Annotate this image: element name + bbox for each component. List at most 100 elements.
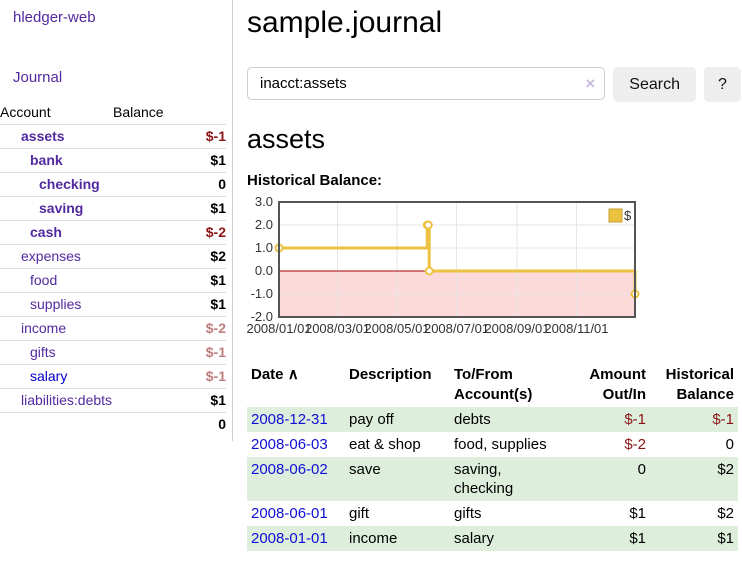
clear-search-icon[interactable]: × [585,74,596,93]
transaction-date-cell: 2008-12-31 [247,407,345,432]
account-row: checking 0 [0,172,226,197]
account-link[interactable]: liabilities:debts [21,392,113,408]
transaction-date-link[interactable]: 2008-12-31 [251,411,328,428]
account-balance: $-2 [113,220,226,245]
transaction-description: gift [349,505,370,522]
account-row: food $1 [0,268,226,293]
help-button[interactable]: ? [704,67,741,102]
search-button[interactable]: Search [613,67,696,102]
account-name-cell: food [0,268,113,293]
account-balance: $-1 [113,124,226,149]
account-name-cell: gifts [0,340,113,365]
transaction-row[interactable]: 2008-06-03 eat & shop food, supplies $-2 0 [247,432,738,457]
account-link[interactable]: food [30,272,58,288]
account-balance: $1 [113,388,226,413]
chart-ytick-label: -1.0 [251,286,273,301]
account-row: bank $1 [0,148,226,173]
sort-ascending-icon: ∧ [287,366,299,383]
account-name-cell: assets [0,124,113,149]
nav-journal-link[interactable]: Journal [13,69,63,86]
register-header-amount: Amount Out/In [589,366,646,403]
transaction-row[interactable]: 2008-12-31 pay off debts $-1 $-1 [247,407,738,432]
account-balance: $-1 [113,340,226,365]
account-heading: assets [247,124,326,154]
chart-ytick-label: -2.0 [251,309,273,324]
account-row: expenses $2 [0,244,226,269]
chart-border [278,201,636,318]
account-link[interactable]: income [21,320,67,336]
account-balance: $1 [113,292,226,317]
account-row: liabilities:debts $1 [0,388,226,413]
account-link[interactable]: salary [30,368,68,384]
transaction-accounts: food, supplies [454,436,547,453]
account-row: gifts $-1 [0,340,226,365]
register-header-balance: Historical Balance [665,366,734,403]
chart-ytick-label: 1.0 [255,240,273,255]
register-header-account: To/From Account(s) [454,366,533,403]
transaction-row[interactable]: 2008-06-02 save saving, checking 0 $2 [247,457,738,501]
account-balance: $1 [113,196,226,221]
sidebar: hledger-web Journal Account Balance asse… [0,0,233,441]
transaction-accounts: debts [454,411,491,428]
account-name-cell: salary [0,364,113,389]
account-balance: $1 [113,268,226,293]
account-link[interactable]: gifts [30,344,56,360]
transaction-description: income [349,530,398,547]
transaction-row[interactable]: 2008-01-01 income salary $1 $1 [247,526,738,551]
register-header-date[interactable]: Date ∧ [247,363,345,407]
register-header-description: Description [349,366,432,383]
transaction-accounts: salary [454,530,495,547]
chart-xtick-label: 2008/03/01 [305,321,370,336]
brand-link[interactable]: hledger-web [13,9,96,26]
account-name-cell: supplies [0,292,113,317]
account-balance: $-1 [113,364,226,389]
account-balance: $1 [113,148,226,173]
account-row: cash $-2 [0,220,226,245]
transaction-balance: $2 [717,461,734,478]
chart-legend-swatch [608,208,623,223]
chart-xtick-label: 2008/01/01 [246,321,311,336]
transaction-date-link[interactable]: 2008-01-01 [251,530,328,547]
transaction-accounts: gifts [454,505,482,522]
main-content: sample.journal × Search ? assets Histori… [233,0,742,582]
chart-data-marker [424,266,434,276]
transaction-balance: 0 [725,436,734,453]
chart-xtick-label: 2008/05/01 [364,321,429,336]
accounts-header-account: Account [0,101,113,125]
account-name-cell: bank [0,148,113,173]
account-row: supplies $1 [0,292,226,317]
account-row: salary $-1 [0,364,226,389]
transaction-description: eat & shop [349,436,421,453]
transaction-amount: $1 [629,530,646,547]
account-link[interactable]: assets [21,128,65,144]
accounts-header-row: Account Balance [0,101,226,125]
account-link[interactable]: cash [30,224,62,240]
transaction-date-cell: 2008-06-03 [247,432,345,457]
account-balance: 0 [113,172,226,197]
search-form: × Search ? [247,67,741,102]
chart-xtick-label: 2008/09/01 [484,321,549,336]
chart-ytick-label: 3.0 [255,194,273,209]
transaction-row[interactable]: 2008-06-01 gift gifts $1 $2 [247,501,738,526]
transaction-date-link[interactable]: 2008-06-02 [251,461,328,478]
account-name-cell: income [0,316,113,341]
accounts-total-value: 0 [113,412,226,436]
transaction-balance: $1 [717,530,734,547]
accounts-header-balance: Balance [113,101,226,125]
account-link[interactable]: saving [39,200,84,216]
transaction-date-link[interactable]: 2008-06-01 [251,505,328,522]
transaction-balance: $2 [717,505,734,522]
chart-svg: 3.0 2.0 1.0 0.0 -1.0 -2.02008/01/012008/03/01… [246,194,640,336]
account-link[interactable]: checking [39,176,100,192]
account-link[interactable]: bank [30,152,63,168]
chart-xtick-label: 2008/07/01 [424,321,489,336]
search-input[interactable] [247,67,606,100]
register-table: Date ∧ Description To/From Account(s) Am… [247,363,738,551]
accounts-total-spacer [0,412,113,436]
historical-balance-chart: 3.0 2.0 1.0 0.0 -1.0 -2.0 2008/01/01 2008/03/01… [246,194,707,337]
accounts-total-row: 0 [0,412,226,436]
account-link[interactable]: supplies [30,296,82,312]
transaction-date-cell: 2008-06-01 [247,501,345,526]
account-link[interactable]: expenses [21,248,81,264]
transaction-date-link[interactable]: 2008-06-03 [251,436,328,453]
